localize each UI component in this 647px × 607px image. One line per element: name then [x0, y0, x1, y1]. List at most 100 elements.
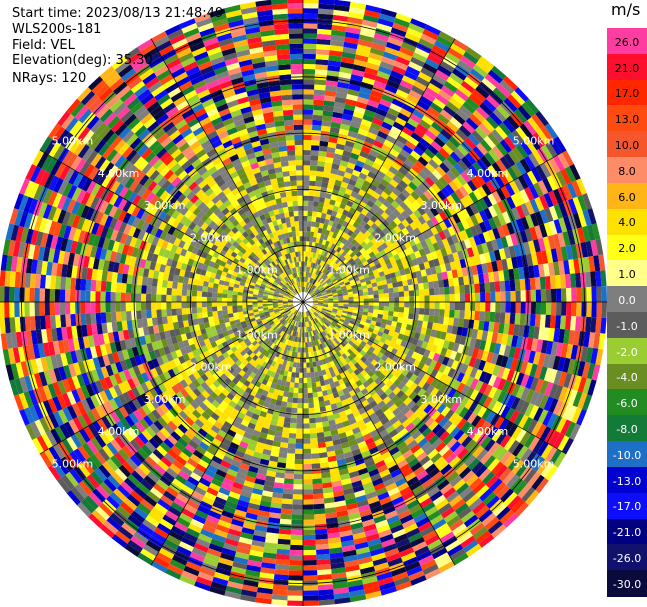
range-gate — [382, 199, 392, 208]
range-gate — [430, 266, 437, 275]
range-gate — [303, 388, 308, 394]
range-gate — [376, 317, 383, 323]
range-gate — [385, 135, 397, 144]
range-gate — [368, 149, 379, 158]
range-gate — [565, 273, 572, 289]
range-gate — [313, 324, 317, 330]
range-gate — [465, 227, 474, 239]
range-gate — [358, 407, 367, 415]
range-gate — [360, 356, 367, 363]
range-gate — [484, 439, 496, 452]
range-gate — [580, 242, 589, 258]
range-gate — [340, 118, 352, 126]
range-gate — [429, 78, 444, 90]
range-gate — [344, 188, 353, 196]
range-gate — [443, 316, 450, 325]
range-gate — [460, 80, 476, 94]
range-gate — [326, 151, 335, 159]
range-gate — [460, 229, 469, 241]
range-gate — [315, 533, 328, 540]
range-gate — [380, 404, 390, 413]
range-gate — [417, 388, 426, 398]
range-gate — [485, 292, 491, 302]
range-gate — [303, 352, 306, 358]
range-gate — [391, 144, 403, 154]
range-gate — [309, 175, 317, 182]
range-gate — [303, 48, 317, 55]
range-gate — [383, 328, 390, 335]
range-gate — [539, 223, 548, 238]
range-gate — [481, 330, 489, 341]
range-gate — [379, 533, 394, 543]
range-gate — [367, 99, 380, 109]
range-gate — [570, 344, 579, 360]
range-gate — [335, 422, 344, 430]
range-gate — [320, 288, 325, 292]
range-gate — [452, 415, 463, 427]
range-gate — [319, 260, 324, 266]
range-gate — [342, 276, 349, 282]
range-gate — [332, 238, 339, 245]
range-gate — [519, 230, 529, 243]
range-gate — [373, 482, 386, 492]
range-gate — [311, 341, 315, 347]
range-gate — [377, 130, 389, 140]
range-gate — [350, 475, 361, 484]
range-gate — [366, 396, 375, 404]
range-gate — [317, 315, 322, 320]
range-gate — [343, 451, 354, 459]
range-gate — [332, 294, 338, 298]
range-gate — [359, 150, 369, 159]
range-gate — [424, 357, 433, 367]
range-gate — [444, 286, 450, 295]
range-gate — [312, 114, 323, 121]
range-gate — [348, 296, 354, 300]
range-gate — [322, 307, 328, 310]
range-gate — [391, 200, 400, 209]
range-gate — [314, 289, 320, 294]
range-gate — [452, 38, 469, 52]
range-gate — [384, 84, 398, 94]
range-gate — [515, 462, 529, 478]
range-gate — [415, 517, 430, 528]
range-gate — [428, 351, 436, 360]
range-gate — [373, 355, 381, 363]
range-gate — [424, 148, 436, 159]
range-gate — [484, 341, 492, 352]
range-gate — [347, 229, 354, 237]
range-gate — [330, 34, 345, 42]
range-gate — [481, 408, 492, 421]
range-gate — [473, 234, 482, 246]
range-gate — [376, 425, 386, 434]
range-gate — [439, 302, 445, 310]
range-gate — [434, 413, 445, 424]
range-gate — [460, 421, 472, 433]
range-gate — [366, 187, 375, 196]
range-gate — [548, 430, 561, 447]
range-gate — [432, 193, 443, 204]
range-gate — [352, 290, 358, 295]
range-gate — [332, 19, 348, 27]
range-gate — [600, 270, 607, 287]
range-gate — [308, 200, 314, 207]
range-gate — [303, 534, 316, 541]
range-gate — [345, 429, 354, 437]
range-gate — [318, 249, 323, 255]
range-gate — [348, 322, 354, 328]
range-gate — [392, 208, 401, 218]
range-gate — [314, 263, 318, 269]
range-gate — [360, 477, 372, 486]
range-gate — [561, 288, 567, 302]
range-gate — [369, 274, 376, 281]
range-gate — [504, 280, 511, 292]
range-gate — [306, 266, 309, 272]
range-gate — [504, 312, 511, 324]
range-gate — [405, 215, 414, 225]
range-gate — [309, 267, 313, 273]
range-gate — [308, 407, 315, 414]
range-gate — [280, 513, 292, 520]
range-gate — [327, 338, 333, 345]
range-gate — [385, 216, 394, 224]
range-gate — [482, 231, 491, 243]
